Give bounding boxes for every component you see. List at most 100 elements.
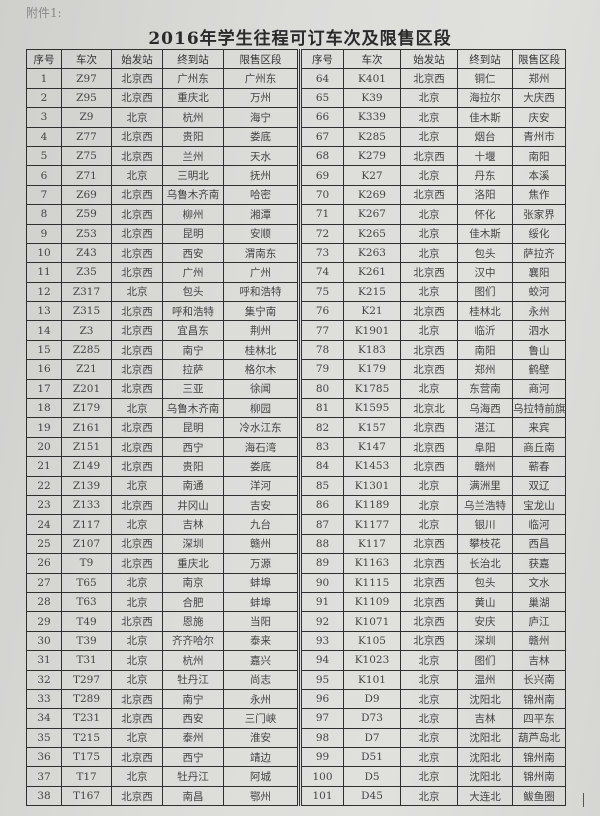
cell-origin: 北京西 [400,591,458,613]
cell-limited-section: 万州 [223,87,298,109]
cell-train: D51 [343,747,401,768]
cell-limited-section: 当阳 [223,611,298,632]
cell-limited-section: 鲁山 [512,339,566,361]
cell-origin: 北京西 [400,533,458,555]
cell-index: 27 [26,572,62,593]
cell-index: 87 [300,514,344,535]
cell-index: 71 [300,204,344,225]
cell-origin: 北京西 [400,301,458,322]
cell-limited-section: 海石湾 [223,436,298,458]
cell-destination: 西宁 [162,747,224,768]
cell-origin: 北京 [400,475,458,496]
cell-train: K147 [343,436,401,458]
table-row: 74 K261 北京西 汉中 襄阳 [300,262,566,283]
table-row: 25 Z107 北京西 深圳 赣州 [26,533,298,555]
cell-origin: 北京 [400,514,458,535]
table-row: 72 K265 北京 佳木斯 绥化 [300,223,566,244]
cell-train: K183 [343,339,401,361]
cell-index: 94 [300,650,344,671]
cell-origin: 北京西 [111,320,163,341]
table-row: 65 K39 北京 海拉尔 大庆西 [300,87,566,109]
header-train: 车次 [61,48,112,70]
header-destination: 终到站 [162,48,224,70]
cell-limited-section: 安顺 [223,223,298,244]
cell-limited-section: 绥化 [512,223,566,244]
cell-origin: 北京西 [111,436,163,458]
cell-train: T17 [61,766,112,787]
cell-origin: 北京西 [111,242,163,264]
cell-train: Z161 [61,417,112,438]
cell-origin: 北京西 [400,68,458,89]
cell-train: K179 [343,359,401,380]
cell-destination: 三明北 [162,165,224,186]
cell-origin: 北京西 [111,262,163,283]
cell-index: 68 [300,145,344,167]
cell-index: 18 [26,398,62,419]
cell-origin: 北京 [400,727,458,749]
cell-train: K1453 [343,456,401,477]
cell-limited-section: 四平东 [512,708,566,729]
cell-limited-section: 锦州南 [512,747,566,768]
cell-train: T65 [61,572,112,593]
cell-train: K1071 [343,611,401,632]
cell-index: 36 [26,747,62,768]
cell-destination: 乌海西 [457,398,513,419]
table-row: 87 K1177 北京 银川 临河 [300,514,566,535]
table-row: 98 D7 北京 沈阳北 葫芦岛北 [300,727,566,749]
cell-index: 31 [26,650,62,671]
cell-destination: 图们 [457,650,513,671]
cell-origin: 北京西 [400,572,458,593]
cell-limited-section: 永州 [223,688,298,710]
cell-index: 100 [300,766,344,787]
cell-limited-section: 赣州 [223,533,298,555]
cell-index: 81 [300,398,344,419]
table-row: 30 T39 北京 齐齐哈尔 泰来 [26,630,298,652]
cell-train: K1109 [343,591,401,613]
cell-train: K261 [343,262,401,283]
cell-train: Z315 [61,301,112,322]
cell-limited-section: 萨拉齐 [512,242,566,264]
cell-destination: 西宁 [162,436,224,458]
cell-origin: 北京西 [111,359,163,380]
cell-train: K263 [343,242,401,264]
cell-limited-section: 广州东 [223,68,298,89]
cell-train: K401 [343,68,401,89]
cell-origin: 北京 [400,494,458,516]
cell-destination: 包头 [457,242,513,264]
cell-train: Z149 [61,456,112,477]
cell-index: 5 [26,145,62,167]
cell-limited-section: 西昌 [512,533,566,555]
cell-train: Z3 [61,320,112,341]
cell-index: 78 [300,339,344,361]
cell-limited-section: 万源 [223,553,298,574]
cell-index: 23 [26,494,62,516]
cell-train: K265 [343,223,401,244]
table-row: 36 T175 北京西 西宁 靖边 [26,747,298,768]
cell-destination: 包头 [162,281,224,303]
cell-index: 86 [300,494,344,516]
cell-limited-section: 湘潭 [223,204,298,225]
cell-limited-section: 冷水江东 [223,417,298,438]
cell-train: Z71 [61,165,112,186]
cell-origin: 北京 [400,688,458,710]
cell-destination: 赣州 [457,456,513,477]
cell-origin: 北京西 [400,630,458,652]
cell-destination: 吉林 [162,514,224,535]
cell-limited-section: 哈密 [223,184,298,206]
cell-limited-section: 焦作 [512,184,566,206]
cell-destination: 沈阳北 [457,688,513,710]
header-origin: 始发站 [400,48,458,70]
cell-origin: 北京 [400,204,458,225]
cell-index: 93 [300,630,344,652]
cell-destination: 银川 [457,514,513,535]
table-row: 32 T297 北京 牡丹江 尚志 [26,669,298,690]
cell-limited-section: 三门峡 [223,708,298,729]
table-row: 94 K1023 北京 图们 吉林 [300,650,566,671]
table-row: 14 Z3 北京西 宜昌东 荆州 [26,320,298,341]
cell-destination: 沈阳北 [457,747,513,768]
cell-train: Z133 [61,494,112,516]
cell-train: K157 [343,417,401,438]
cell-origin: 北京 [111,281,163,303]
cell-index: 19 [26,417,62,438]
cell-train: Z285 [61,339,112,361]
